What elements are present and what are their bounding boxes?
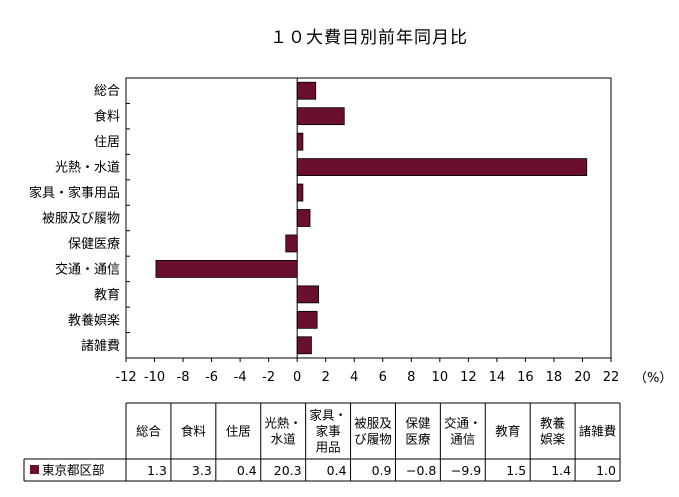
table-header: 教養 xyxy=(540,416,566,431)
x-tick-label: 10 xyxy=(432,370,449,385)
plot-area xyxy=(125,77,612,359)
table-header: 通信 xyxy=(450,432,475,447)
bar xyxy=(296,336,312,355)
x-tick-label: 18 xyxy=(546,370,563,385)
y-tick-label: 総合 xyxy=(94,84,120,99)
x-tick-label: -8 xyxy=(177,370,190,385)
bar xyxy=(296,285,319,304)
x-tick-label: -10 xyxy=(144,370,165,385)
x-axis-unit: （%） xyxy=(634,371,672,386)
bar xyxy=(296,107,345,126)
table-header: 家具・ xyxy=(309,408,347,423)
bar xyxy=(155,260,298,278)
table-cell: 3.3 xyxy=(192,463,212,478)
table-header: 医療 xyxy=(405,432,431,447)
y-tick-label: 食料 xyxy=(94,109,120,125)
row-label: 東京都区部 xyxy=(42,463,105,478)
table-cell: −9.9 xyxy=(451,463,481,478)
table-header: 娯楽 xyxy=(540,432,566,447)
x-tick-label: 22 xyxy=(603,370,620,385)
x-tick-label: 6 xyxy=(379,370,387,385)
table-header: 住居 xyxy=(226,424,251,439)
x-tick-label: 8 xyxy=(407,370,415,385)
bar xyxy=(296,183,304,202)
table-header: 家事 xyxy=(316,424,341,439)
table-header: 光熱・ xyxy=(264,416,302,431)
y-tick-label: 被服及び履物 xyxy=(42,212,120,227)
table-header: 水道 xyxy=(271,432,297,447)
table-cell: 0.4 xyxy=(237,463,257,478)
table-cell: 0.4 xyxy=(327,463,347,478)
table-header: 総合 xyxy=(136,424,162,439)
x-tick-label: 12 xyxy=(460,370,477,385)
legend-swatch xyxy=(30,465,39,474)
bar xyxy=(296,81,317,100)
x-tick-label: 16 xyxy=(517,370,534,385)
table-cell: 1.4 xyxy=(551,463,571,478)
y-tick-label: 住居 xyxy=(94,135,120,150)
y-tick-label: 交通・通信 xyxy=(55,261,120,277)
chart-title: １０大費目別前年同月比 xyxy=(270,28,468,48)
y-tick-label: 家具・家事用品 xyxy=(29,185,120,201)
table-cell: 1.5 xyxy=(506,463,526,478)
table-cell: 1.0 xyxy=(596,463,616,478)
table-cell: 0.9 xyxy=(372,463,392,478)
y-tick-label: 教育 xyxy=(94,287,120,303)
x-tick-label: 14 xyxy=(489,370,506,385)
y-tick-label: 教養娯楽 xyxy=(68,312,120,328)
x-tick-label: 20 xyxy=(574,370,591,385)
x-tick-label: -2 xyxy=(262,370,275,385)
table-cell: 20.3 xyxy=(274,463,302,478)
x-tick-label: -6 xyxy=(205,370,218,385)
table-cell: 1.3 xyxy=(147,463,167,478)
x-tick-label: 0 xyxy=(293,370,301,385)
bar xyxy=(296,132,304,151)
x-tick-label: -4 xyxy=(234,370,247,385)
bar xyxy=(296,310,318,329)
bar xyxy=(285,234,298,253)
y-tick-label: 保健医療 xyxy=(68,237,120,252)
table-header: び履物 xyxy=(354,432,392,447)
x-tick-label: 4 xyxy=(350,370,358,385)
table-header: 保健 xyxy=(405,416,431,431)
table-header: 諸雑費 xyxy=(579,424,617,439)
table-header: 食料 xyxy=(181,424,207,439)
x-tick-label: 2 xyxy=(322,370,330,385)
table-header: 被服及 xyxy=(354,416,392,431)
bar xyxy=(296,209,311,227)
y-tick-label: 諸雑費 xyxy=(81,338,120,354)
y-tick-label: 光熱・水道 xyxy=(55,161,120,176)
table-header: 用品 xyxy=(316,440,341,455)
table-cell: −0.8 xyxy=(406,463,436,478)
x-tick-label: -12 xyxy=(115,370,136,385)
table-header: 教育 xyxy=(495,424,520,439)
bar xyxy=(296,158,588,176)
table-header: 交通・ xyxy=(444,416,482,431)
